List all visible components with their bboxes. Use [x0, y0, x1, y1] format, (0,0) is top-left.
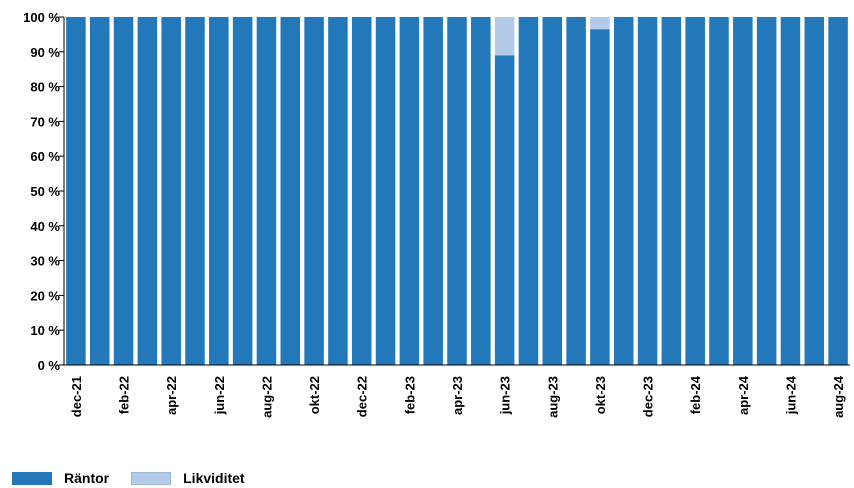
bar-rantor — [66, 17, 86, 365]
bar-rantor — [804, 17, 825, 365]
bar-rantor — [828, 17, 848, 365]
bar-rantor — [590, 29, 610, 366]
bar-rantor — [89, 17, 110, 365]
bar-rantor — [733, 17, 753, 365]
bar-rantor — [304, 17, 324, 365]
x-tick-label: feb-24 — [688, 375, 703, 414]
y-tick-label: 70 % — [30, 114, 60, 129]
bar-rantor — [423, 17, 443, 365]
x-tick-label: okt-22 — [307, 376, 322, 414]
y-tick-label: 60 % — [30, 149, 60, 164]
stacked-bar-chart: 0 % 10 % 20 % 30 % 40 % 50 % 60 % 70 % 80 % 90 % 1… — [23, 10, 850, 418]
legend-item-rantor: Räntor — [12, 470, 109, 486]
bar-rantor — [566, 17, 586, 365]
bar-likviditet — [590, 17, 610, 30]
bar-rantor — [399, 17, 420, 365]
x-tick-label: apr-22 — [164, 376, 179, 415]
bar-rantor — [661, 17, 682, 365]
x-tick-label: apr-23 — [450, 376, 465, 415]
bar-rantor — [780, 17, 801, 365]
bar-rantor — [518, 17, 539, 365]
x-tick-label: dec-22 — [355, 376, 370, 417]
x-tick-label: aug-24 — [831, 375, 846, 418]
bar-rantor — [637, 17, 658, 365]
bar-likviditet — [494, 17, 515, 56]
x-tick-label: dec-23 — [641, 376, 656, 417]
bar-rantor — [328, 17, 348, 365]
x-tick-label: aug-23 — [545, 376, 560, 418]
x-tick-label: aug-22 — [259, 376, 274, 418]
legend-swatch-likviditet — [131, 471, 172, 485]
bar-rantor — [494, 55, 515, 365]
x-tick-label: apr-24 — [736, 375, 751, 415]
x-tick-label: dec-21 — [69, 376, 84, 417]
y-tick-label: 10 % — [30, 323, 60, 338]
y-tick-label: 50 % — [30, 184, 60, 199]
bar-rantor — [280, 17, 301, 365]
x-tick-label: feb-22 — [117, 376, 132, 414]
bar-rantor — [137, 17, 158, 365]
y-tick-label: 80 % — [30, 80, 60, 95]
bar-rantor — [113, 17, 134, 365]
bar-rantor — [256, 17, 277, 365]
bar-rantor — [447, 17, 467, 365]
x-tick-label: jun-23 — [498, 376, 513, 415]
legend: Räntor Likviditet — [12, 470, 267, 486]
x-tick-label: feb-23 — [402, 376, 417, 414]
y-tick-label: 20 % — [30, 288, 60, 303]
y-tick-label: 0 % — [38, 358, 61, 373]
bar-rantor — [232, 17, 253, 365]
bar-rantor — [351, 17, 372, 365]
bar-rantor — [375, 17, 396, 365]
bar-rantor — [185, 17, 205, 365]
bar-rantor — [209, 17, 229, 365]
bar-rantor — [471, 17, 491, 365]
legend-item-likviditet: Likviditet — [131, 470, 245, 486]
x-tick-label: jun-24 — [783, 375, 798, 415]
y-tick-label: 100 % — [23, 10, 60, 25]
bar-rantor — [542, 17, 563, 365]
legend-label-likviditet: Likviditet — [183, 470, 245, 486]
legend-label-rantor: Räntor — [64, 470, 110, 486]
bar-rantor — [756, 17, 777, 365]
legend-swatch-rantor — [12, 471, 52, 485]
y-tick-label: 90 % — [30, 45, 60, 60]
y-tick-label: 30 % — [30, 254, 60, 269]
bar-rantor — [613, 17, 634, 365]
y-tick-label: 40 % — [30, 219, 60, 234]
bar-rantor — [685, 17, 705, 365]
bar-rantor — [161, 17, 181, 365]
x-tick-label: jun-22 — [212, 376, 227, 415]
x-tick-label: okt-23 — [593, 376, 608, 414]
bar-rantor — [709, 17, 729, 365]
